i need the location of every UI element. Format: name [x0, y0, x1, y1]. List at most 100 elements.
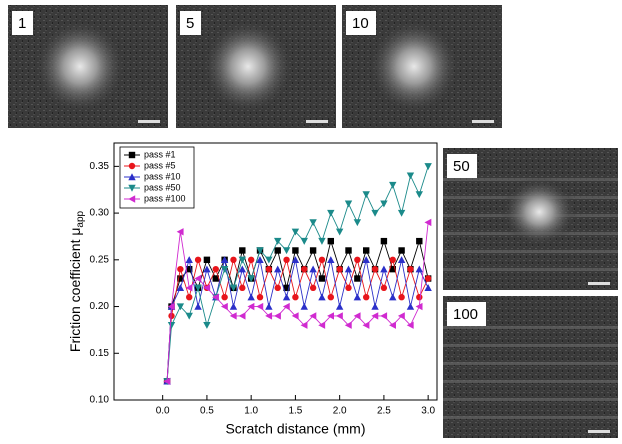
- point: [371, 209, 379, 217]
- point: [167, 302, 175, 311]
- y-axis-label-sub: app: [75, 210, 86, 227]
- point: [194, 256, 202, 264]
- point: [221, 294, 228, 301]
- point: [186, 294, 193, 301]
- y-tick-label: 0.20: [90, 301, 110, 312]
- point: [291, 256, 300, 264]
- micrograph: 10: [342, 5, 502, 128]
- point: [371, 265, 379, 273]
- point: [220, 265, 229, 273]
- point: [318, 293, 326, 301]
- point: [194, 284, 202, 292]
- point: [362, 191, 370, 199]
- point: [398, 247, 405, 254]
- point: [353, 312, 361, 320]
- point: [318, 256, 326, 264]
- point: [291, 228, 300, 236]
- point: [380, 284, 388, 292]
- point: [274, 265, 282, 273]
- point: [353, 293, 362, 301]
- point: [239, 284, 246, 292]
- point: [380, 265, 388, 273]
- point: [239, 247, 246, 254]
- micrograph: 50: [443, 148, 618, 290]
- point: [354, 275, 361, 282]
- point: [167, 322, 176, 329]
- point: [424, 284, 432, 292]
- chart: 0.10 0.15 0.20 0.25 0.30 0.35 0.0 0.5 1.0 1.5 2.0 2…: [67, 142, 438, 437]
- point: [128, 184, 136, 192]
- legend-label: pass #50: [144, 182, 181, 192]
- scratch-band: [443, 398, 618, 401]
- legend-label: pass #100: [144, 193, 186, 203]
- series: [163, 218, 432, 386]
- point: [380, 312, 388, 320]
- point: [309, 265, 317, 273]
- point: [301, 265, 308, 273]
- point: [335, 228, 344, 236]
- scratch-band: [443, 268, 618, 271]
- point: [177, 265, 184, 273]
- wear-spot: [200, 17, 296, 116]
- scale-bar: [472, 120, 494, 123]
- point: [203, 322, 211, 329]
- wear-spot: [500, 176, 578, 248]
- point: [389, 181, 397, 189]
- point: [335, 312, 343, 320]
- point: [309, 247, 317, 254]
- x-tick-label: 1.0: [244, 406, 258, 417]
- y-axis-label-main: Friction coefficient μ: [67, 228, 83, 353]
- point: [128, 151, 136, 159]
- point: [398, 294, 405, 301]
- point: [128, 195, 136, 203]
- point: [309, 284, 317, 292]
- x-tick-label: 2.0: [333, 406, 347, 417]
- label-box: [346, 11, 376, 35]
- point: [256, 256, 264, 264]
- point: [186, 265, 193, 273]
- point: [309, 312, 317, 320]
- point: [203, 284, 211, 292]
- scratch-band: [443, 344, 618, 347]
- point: [291, 312, 299, 320]
- point: [389, 293, 397, 301]
- point: [327, 256, 335, 264]
- point: [415, 302, 423, 311]
- point: [265, 302, 273, 310]
- point: [265, 265, 273, 273]
- point: [424, 163, 432, 171]
- legend-label: pass #5: [144, 160, 176, 170]
- point: [406, 302, 415, 310]
- series-line: [166, 222, 429, 382]
- point: [163, 377, 171, 386]
- y-tick-label: 0.15: [90, 348, 110, 359]
- point: [283, 284, 290, 292]
- micrograph: 100: [443, 296, 618, 438]
- x-tick-label: 3.0: [421, 406, 435, 417]
- scratch-band: [443, 416, 618, 419]
- point: [274, 284, 281, 292]
- point: [397, 312, 405, 320]
- micrograph: 1: [8, 5, 168, 128]
- label-box: [447, 302, 486, 326]
- point: [128, 162, 136, 170]
- point: [194, 274, 202, 283]
- point: [282, 247, 291, 255]
- y-tick-label: 0.30: [90, 208, 110, 219]
- wear-spot: [32, 17, 128, 116]
- point: [203, 256, 211, 264]
- label-box: [180, 11, 201, 35]
- x-axis-label: Scratch distance (mm): [225, 421, 365, 437]
- point: [415, 265, 424, 273]
- scale-bar: [588, 282, 610, 285]
- point: [177, 275, 184, 282]
- plot-frame: [113, 142, 438, 401]
- point: [407, 265, 414, 273]
- scale-bar: [588, 430, 610, 433]
- point: [212, 265, 219, 273]
- label-box: [12, 11, 33, 35]
- point: [318, 321, 326, 329]
- point: [238, 312, 246, 320]
- x-tick-label: 1.5: [288, 406, 302, 417]
